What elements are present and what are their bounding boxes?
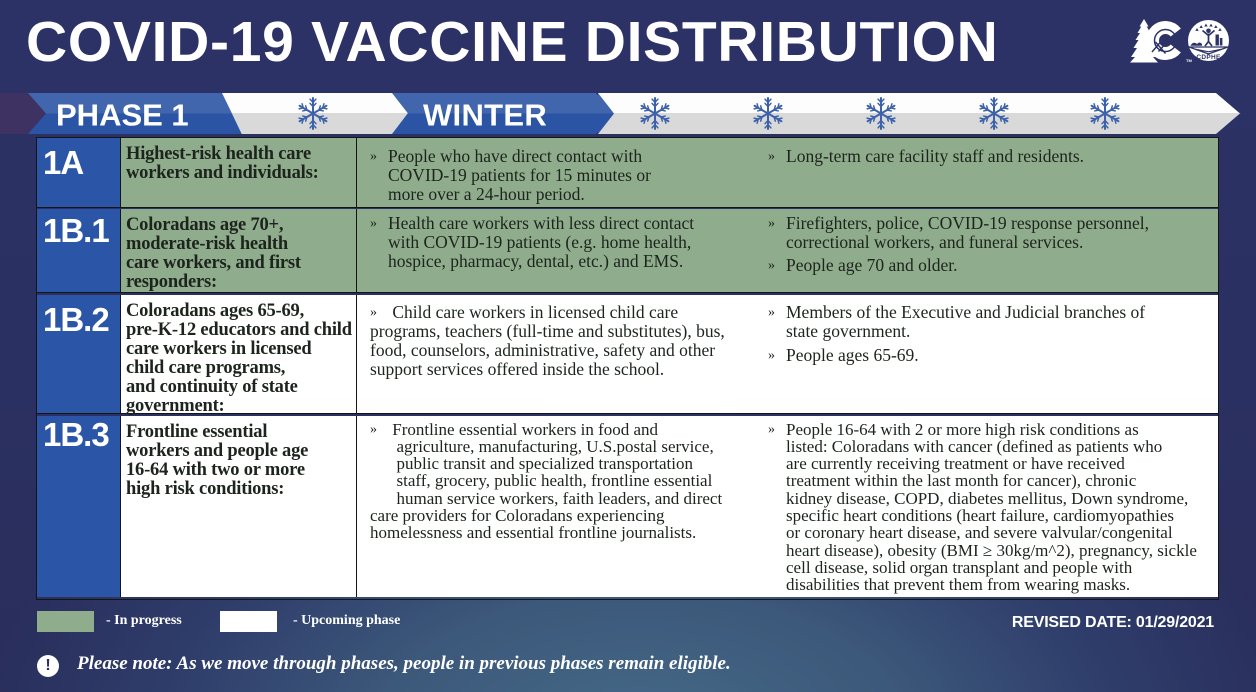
svg-text:PHASE 1: PHASE 1 — [56, 98, 189, 133]
svg-text:WINTER: WINTER — [423, 98, 547, 133]
svg-text:CDPHE: CDPHE — [1196, 54, 1221, 61]
svg-text:TM: TM — [1186, 58, 1192, 63]
